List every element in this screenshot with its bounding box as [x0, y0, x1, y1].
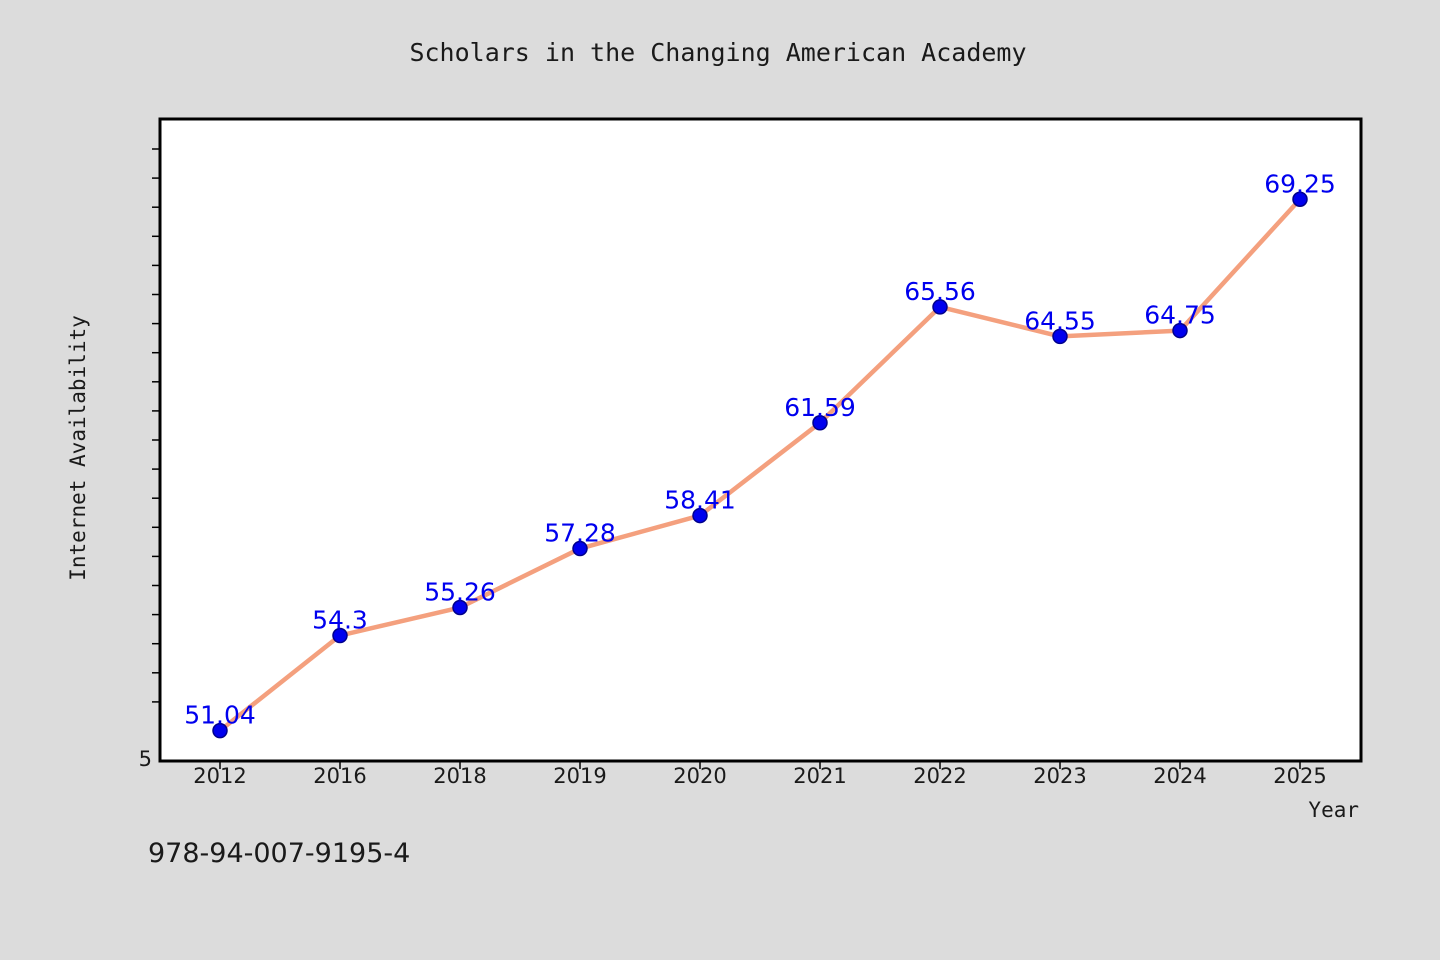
series-line-group: [217, 197, 1303, 733]
data-point: [932, 299, 948, 315]
data-markers: [212, 191, 1308, 739]
x-tick-label: 2019: [553, 764, 606, 788]
chart-title: Scholars in the Changing American Academ…: [409, 38, 1026, 67]
data-label: 58.41: [664, 486, 736, 515]
data-label: 64.75: [1144, 301, 1216, 330]
plot-area: [158, 117, 1363, 763]
x-tick-label: 2020: [673, 764, 726, 788]
x-axis-ticks: 2012 2016 2018 2019 2020 2021 2022 2023 2024 2025: [193, 761, 1327, 788]
data-label: 69.25: [1264, 169, 1336, 198]
data-point: [452, 599, 468, 616]
x-tick-label: 2012: [193, 764, 246, 788]
y-axis-label: Internet Availability: [66, 315, 90, 581]
data-label: 64.55: [1024, 306, 1096, 335]
footer-code: 978-94-007-9195-4: [148, 838, 410, 869]
data-point: [572, 540, 588, 557]
x-tick-label: 2025: [1273, 764, 1326, 788]
data-label: 51.04: [184, 701, 256, 730]
data-point: [1052, 328, 1068, 345]
series-line: [217, 197, 1303, 733]
data-label: 55.26: [424, 578, 496, 607]
data-label: 61.59: [784, 393, 856, 422]
data-point: [212, 722, 228, 739]
data-label: 54.3: [312, 606, 368, 635]
x-tick-label: 2024: [1153, 764, 1206, 788]
y-tick-label: 5: [139, 747, 152, 771]
x-tick-label: 2022: [913, 764, 966, 788]
data-point: [812, 415, 828, 431]
data-point: [1172, 322, 1188, 339]
x-tick-label: 2016: [313, 764, 366, 788]
x-axis-label: Year: [1308, 798, 1359, 822]
data-label: 57.28: [544, 519, 616, 548]
data-point: [692, 507, 708, 524]
x-tick-label: 2018: [433, 764, 486, 788]
x-tick-label: 2023: [1033, 764, 1086, 788]
y-axis-ticks: [152, 148, 160, 703]
data-point: [332, 627, 348, 644]
data-point: [1292, 191, 1308, 207]
data-labels: 51.04 54.3 55.26 57.28 58.41 61.59 65.56 64.55 6…: [184, 169, 1336, 729]
data-label: 65.56: [904, 277, 976, 306]
x-tick-label: 2021: [793, 764, 846, 788]
